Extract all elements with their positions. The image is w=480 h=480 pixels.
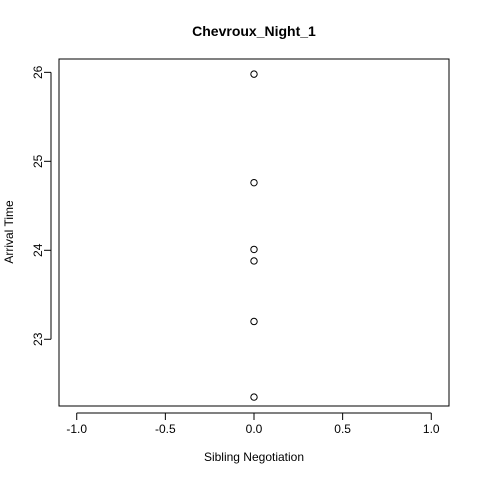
x-tick-label: -0.5 — [155, 422, 176, 436]
data-point — [250, 317, 258, 326]
y-axis: 23 24 25 26 — [31, 65, 52, 346]
data-point — [250, 178, 258, 187]
x-axis: -1.0 -0.5 0.0 0.5 1.0 — [66, 412, 440, 436]
data-point — [250, 70, 258, 78]
y-tick-label: 23 — [31, 332, 45, 346]
x-tick-label: 0.5 — [334, 422, 351, 436]
x-tick-label: 1.0 — [423, 422, 440, 436]
data-point — [250, 393, 258, 401]
y-tick-label: 25 — [31, 154, 45, 168]
plot-frame — [58, 58, 450, 407]
data-points — [250, 70, 258, 401]
x-tick-label: 0.0 — [246, 422, 263, 436]
y-axis-label: Arrival Time — [2, 200, 16, 264]
data-point — [250, 245, 258, 254]
x-axis-label: Sibling Negotiation — [204, 450, 304, 464]
chart-title: Chevroux_Night_1 — [192, 23, 316, 39]
data-point — [250, 257, 258, 265]
y-tick-label: 26 — [31, 65, 45, 79]
y-tick-label: 24 — [31, 243, 45, 257]
x-tick-label: -1.0 — [66, 422, 87, 436]
